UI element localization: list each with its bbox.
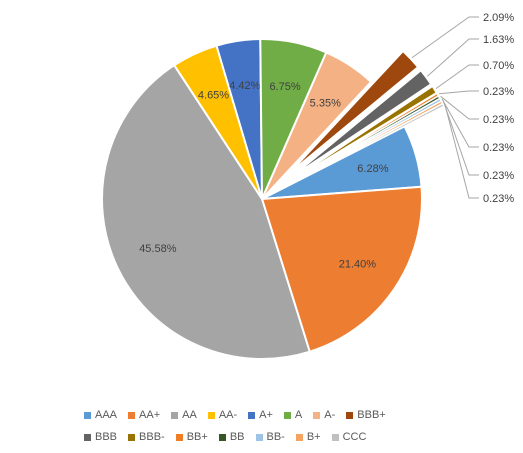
data-label-a: 6.75% <box>269 81 300 93</box>
legend-swatch <box>128 411 136 419</box>
data-label-aa: 45.58% <box>139 243 177 255</box>
legend-swatch <box>283 411 291 419</box>
leader-line-ccc <box>444 104 479 199</box>
data-label-bbb: 1.63% <box>483 34 514 46</box>
legend-swatch <box>346 411 354 419</box>
legend-item-a: A- <box>313 409 335 421</box>
data-label-aa: 4.65% <box>198 90 229 102</box>
data-label-a: 5.35% <box>310 98 341 110</box>
legend-label: CCC <box>342 431 367 443</box>
data-label-b-plus: 0.23% <box>483 170 514 182</box>
legend-swatch <box>313 411 321 419</box>
slice-aa-plus <box>260 185 423 353</box>
legend-item-bbb-plus: BBB+ <box>346 409 386 421</box>
slice-bbb <box>297 70 432 174</box>
legend-item-aa-plus: AA+ <box>128 409 160 421</box>
legend-label: BBB+ <box>357 409 386 421</box>
leader-line-bb <box>440 95 479 120</box>
legend-item-bb-plus: BB+ <box>175 431 208 443</box>
legend-item-ccc: CCC <box>331 431 367 443</box>
legend-item-bbb: BBB <box>84 431 117 443</box>
legend-label: BBB- <box>139 431 165 443</box>
pie-chart: 6.28% 21.40% 45.58% 4.65%4.42% 6.75% 5.35% 2.0… <box>101 12 514 360</box>
legend-swatch <box>218 433 226 441</box>
slice-bb <box>299 95 441 178</box>
legend-label: A <box>294 409 303 421</box>
leader-line-bb-plus <box>439 90 479 95</box>
legend-label: BB <box>229 431 245 443</box>
legend-item-b-plus: B+ <box>295 431 321 443</box>
slice-a <box>261 51 373 200</box>
legend-swatch <box>128 433 136 441</box>
legend-label: AA <box>182 409 197 421</box>
leader-line-bbb <box>435 64 479 90</box>
leader-line-b-plus <box>443 101 479 176</box>
slice-bbb-plus <box>293 51 419 170</box>
legend-label: AA- <box>218 409 238 421</box>
legend-label: BBB <box>95 431 118 443</box>
data-label-aa-plus: 21.40% <box>339 259 377 271</box>
leader-line-bbb <box>427 38 479 77</box>
slice-bb-plus <box>299 93 439 177</box>
legend-row: AAA AA+ AA AA- A+ A A- BBB+ <box>84 404 514 426</box>
leader-line-bb <box>441 98 479 148</box>
legend-swatch <box>255 433 263 441</box>
data-label-a-plus: 4.42% <box>229 80 260 92</box>
legend-label: BB+ <box>186 431 208 443</box>
data-label-bbb-plus: 2.09% <box>483 12 514 24</box>
slice-bb <box>300 98 442 179</box>
legend-swatch <box>84 411 91 419</box>
legend-swatch <box>331 433 339 441</box>
leader-line-bbb-plus <box>411 16 479 59</box>
legend-item-a-plus: A+ <box>248 409 273 421</box>
legend-item-bb: BB <box>218 431 245 443</box>
legend-swatch <box>84 433 91 441</box>
data-label-bbb: 0.70% <box>483 60 514 72</box>
slice-bbb <box>298 86 437 176</box>
legend-swatch <box>171 411 179 419</box>
legend-swatch <box>207 411 215 419</box>
legend-label: B+ <box>306 431 321 443</box>
legend-swatch <box>295 433 303 441</box>
legend-item-bbb: BBB- <box>128 431 165 443</box>
legend-item-aa: AA <box>171 409 197 421</box>
data-label-ccc: 0.23% <box>483 193 514 205</box>
slice-aa <box>101 63 311 360</box>
legend-item-a: A <box>283 409 303 421</box>
legend: AAA AA+ AA AA- A+ A A- BBB+ BBB BBB- BB+ BB BB- B+ CCC <box>84 404 514 448</box>
data-label-bb-plus: 0.23% <box>483 86 514 98</box>
legend-label: AA+ <box>139 409 161 421</box>
legend-swatch <box>175 433 183 441</box>
legend-swatch <box>248 411 256 419</box>
legend-item-bb: BB- <box>255 431 285 443</box>
legend-row: BBB BBB- BB+ BB BB- B+ CCC <box>84 426 514 448</box>
legend-label: BB- <box>266 431 285 443</box>
legend-label: A- <box>324 409 336 421</box>
legend-label: A+ <box>259 409 273 421</box>
legend-item-aa: AA- <box>207 409 238 421</box>
slice-b-plus <box>300 100 443 179</box>
data-label-aaa: 6.28% <box>357 163 388 175</box>
slice-ccc <box>300 103 445 180</box>
data-label-bb: 0.23% <box>483 142 514 154</box>
legend-label: AAA <box>95 409 118 421</box>
data-label-bb: 0.23% <box>483 114 514 126</box>
legend-item-aaa: AAA <box>84 409 117 421</box>
